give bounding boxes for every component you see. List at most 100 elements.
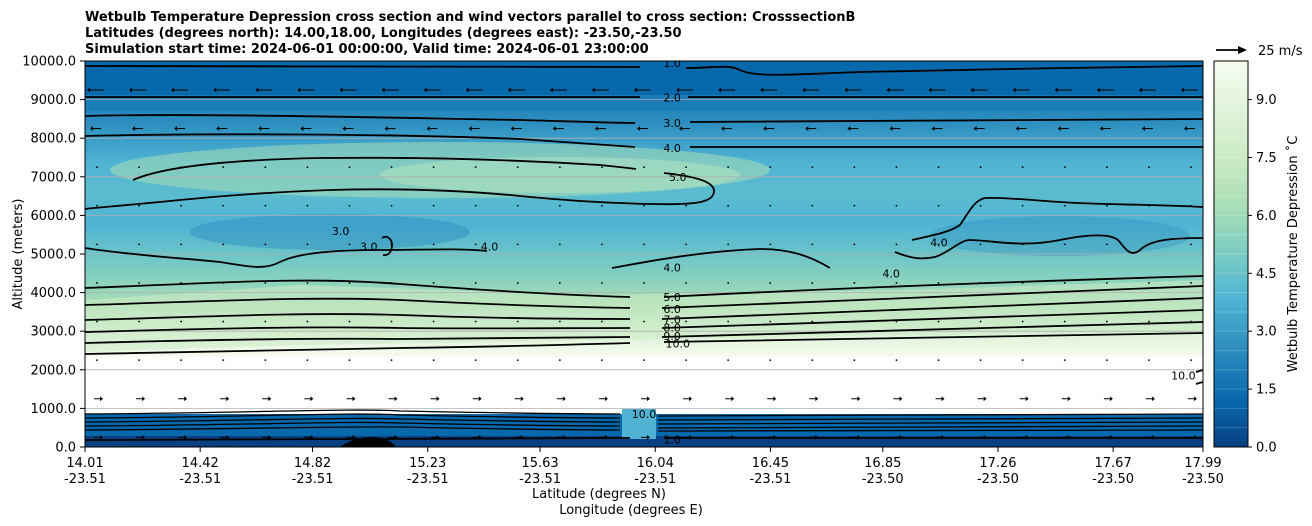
wind-vector (222, 166, 225, 169)
wind-vector (1099, 126, 1111, 131)
x-tick-label-lat: 17.67 (1095, 456, 1132, 471)
wind-vector (601, 243, 603, 246)
y-tick-label: 0.0 (55, 441, 76, 456)
gridlines (85, 99, 1203, 409)
colorbar-ticks: 0.0 1.5 3.0 4.5 6.0 7.5 9.0 (1248, 93, 1277, 456)
wind-vector (348, 204, 351, 207)
wind-vector (718, 87, 736, 93)
wind-vector (763, 126, 775, 131)
colorbar-tick-label: 6.0 (1256, 209, 1277, 224)
x-tick-label-lat: 16.45 (752, 456, 789, 471)
wind-vector (180, 166, 183, 169)
wind-vector (258, 126, 270, 131)
wind-vector (767, 396, 777, 402)
wind-vector (468, 126, 480, 131)
wind-vector (96, 204, 98, 207)
wind-vector (136, 396, 146, 402)
wind-vector (601, 320, 603, 323)
wind-vector (180, 282, 183, 284)
wind-vector (1021, 359, 1024, 362)
wind-vector (594, 126, 606, 131)
wind-key-arrowhead (1238, 46, 1247, 54)
wind-vector (809, 396, 819, 402)
wind-vector (516, 359, 519, 362)
wind-vector (474, 166, 477, 169)
wind-vector (853, 359, 856, 362)
wind-vector (937, 166, 940, 169)
wind-vector (769, 320, 772, 323)
wind-vector (1190, 320, 1192, 323)
wind-vector (1190, 166, 1192, 169)
wind-vector (935, 434, 945, 440)
chart-title-line-3: Simulation start time: 2024-06-01 00:00:… (85, 42, 649, 57)
wind-vector (180, 359, 183, 362)
y-axis: 0.0 1000.0 2000.0 3000.0 4000.0 5000.0 6000.0 7… (22, 55, 85, 456)
colorbar-gradient (1214, 61, 1248, 447)
wind-vector (977, 396, 987, 402)
wind-vector (1019, 434, 1029, 440)
wind-vector (685, 359, 687, 362)
wind-vector (558, 359, 561, 362)
wind-vector (171, 87, 189, 93)
wind-vector (262, 396, 272, 402)
wind-vector (514, 434, 524, 440)
contour-label: 3.0 (332, 225, 350, 238)
wind-vector (96, 166, 98, 169)
contour-label: 7.0 (663, 314, 681, 327)
contour-label: 5.0 (669, 171, 687, 184)
wind-vector (895, 282, 898, 284)
wind-vector (1061, 396, 1071, 402)
wind-vector (222, 359, 225, 362)
colorbar: 0.0 1.5 3.0 4.5 6.0 7.5 9.0 Wetbulb Temperatur… (1213, 60, 1301, 456)
wind-vector (979, 204, 982, 207)
wind-vector (516, 243, 519, 246)
wind-vector (388, 434, 398, 440)
wind-vector (222, 282, 225, 284)
wind-vector (1145, 434, 1155, 440)
wind-vector (1145, 396, 1155, 402)
colorbar-tick-label: 3.0 (1256, 325, 1277, 340)
wind-vector (348, 359, 351, 362)
wind-vector (895, 243, 898, 246)
wind-vector (767, 434, 777, 440)
plot-area: 1.02.03.04.05.03.03.0 4.04.0 4.04.05.06.07… (85, 61, 1203, 447)
field-moist-patch-2 (930, 216, 1190, 256)
wind-vector (178, 396, 188, 402)
wind-vector (895, 359, 898, 362)
wind-vector (851, 434, 861, 440)
contour-labels: 1.02.03.04.05.03.03.0 4.04.0 4.04.05.06.07… (332, 61, 1196, 446)
wind-vector (895, 166, 898, 169)
chart-title-line-1: Wetbulb Temperature Depression cross sec… (85, 10, 855, 25)
wind-vector (811, 204, 814, 207)
contour-7-0 (85, 297, 1203, 321)
wind-vector (811, 166, 814, 169)
wind-vector (1148, 359, 1150, 362)
colorbar-tick-label: 1.5 (1256, 383, 1277, 398)
wind-vector (591, 87, 609, 93)
wind-vector (558, 320, 561, 323)
contour-5-0 (85, 156, 715, 210)
wind-vector (138, 320, 140, 323)
wind-vector (1148, 204, 1150, 207)
contour-3-0 (85, 114, 1203, 124)
y-tick-label: 10000.0 (22, 55, 76, 70)
wind-vector (853, 204, 856, 207)
wind-vector (1103, 396, 1113, 402)
wind-vector (348, 320, 351, 323)
x-axis-label-latitude: Latitude (degrees N) (532, 487, 666, 502)
wind-vector (390, 204, 393, 207)
wind-vector (1063, 204, 1066, 207)
wind-vector (264, 282, 267, 284)
wind-vector (973, 126, 985, 131)
field-surface-layer-dark (85, 436, 1203, 447)
wind-key: 25 m/s (1216, 44, 1303, 59)
wind-vector (977, 434, 987, 440)
wind-vector (264, 243, 267, 246)
wind-vector (1021, 204, 1024, 207)
wind-vector (94, 396, 103, 402)
wind-vector (306, 243, 309, 246)
wind-vector (222, 243, 225, 246)
contour-5-0-left (85, 247, 488, 268)
wind-vector (432, 359, 435, 362)
